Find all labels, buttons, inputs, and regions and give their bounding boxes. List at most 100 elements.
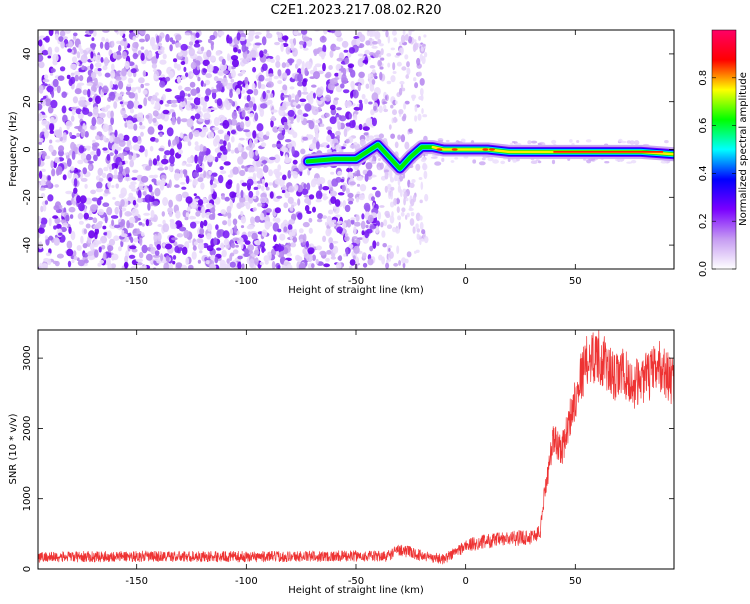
- noise-speckle: [77, 259, 85, 267]
- noise-speckle: [155, 52, 159, 59]
- noise-speckle: [265, 186, 270, 191]
- noise-speckle: [38, 39, 43, 47]
- noise-speckle: [296, 114, 301, 123]
- noise-speckle: [53, 225, 57, 230]
- noise-speckle: [396, 245, 400, 254]
- noise-speckle: [340, 83, 345, 89]
- noise-speckle: [390, 133, 395, 139]
- noise-speckle: [232, 249, 239, 255]
- noise-speckle: [423, 34, 427, 38]
- noise-speckle: [232, 218, 238, 226]
- noise-speckle: [125, 166, 130, 175]
- noise-speckle: [239, 196, 246, 204]
- noise-speckle: [220, 170, 227, 175]
- noise-speckle: [73, 32, 78, 37]
- noise-speckle: [162, 53, 167, 60]
- noise-speckle: [131, 177, 138, 181]
- noise-speckle: [136, 112, 143, 122]
- noise-speckle: [119, 40, 127, 46]
- noise-speckle: [264, 78, 271, 82]
- noise-speckle: [82, 49, 87, 54]
- noise-speckle: [43, 95, 47, 99]
- noise-speckle: [406, 251, 412, 258]
- noise-speckle: [38, 227, 45, 234]
- noise-speckle: [265, 131, 270, 137]
- noise-speckle: [288, 185, 295, 193]
- noise-speckle: [315, 190, 323, 200]
- noise-speckle: [286, 252, 293, 257]
- noise-speckle: [322, 215, 328, 219]
- noise-speckle: [240, 210, 244, 217]
- noise-speckle: [291, 93, 295, 99]
- noise-speckle: [335, 262, 342, 269]
- noise-speckle: [276, 55, 280, 62]
- noise-speckle: [84, 131, 89, 138]
- noise-speckle: [54, 33, 59, 41]
- ridge-hotspot: [451, 148, 458, 151]
- noise-speckle: [337, 255, 343, 261]
- noise-speckle: [104, 72, 111, 78]
- noise-speckle: [97, 72, 102, 77]
- noise-speckle: [92, 139, 96, 144]
- noise-speckle: [389, 201, 395, 208]
- noise-speckle: [390, 104, 394, 109]
- noise-speckle: [329, 242, 334, 250]
- noise-speckle: [220, 153, 228, 162]
- noise-speckle: [384, 169, 389, 173]
- noise-speckle: [110, 215, 119, 219]
- noise-speckle: [58, 145, 65, 152]
- noise-speckle: [76, 51, 81, 59]
- noise-speckle: [478, 161, 486, 166]
- noise-speckle: [308, 194, 315, 200]
- noise-speckle: [232, 58, 239, 68]
- noise-speckle: [187, 97, 194, 101]
- noise-speckle: [384, 210, 390, 217]
- noise-speckle: [299, 44, 303, 49]
- noise-speckle: [216, 229, 222, 239]
- noise-speckle: [109, 152, 114, 157]
- noise-speckle: [254, 35, 260, 39]
- noise-speckle: [184, 56, 189, 65]
- noise-speckle: [138, 77, 145, 84]
- noise-speckle: [118, 80, 124, 90]
- noise-speckle: [64, 30, 71, 34]
- noise-speckle: [341, 184, 346, 192]
- noise-speckle: [261, 63, 268, 71]
- noise-speckle: [280, 147, 289, 153]
- noise-speckle: [202, 242, 209, 249]
- noise-speckle: [223, 238, 230, 246]
- noise-speckle: [132, 199, 137, 206]
- noise-speckle: [137, 104, 143, 109]
- noise-speckle: [254, 257, 259, 266]
- noise-speckle: [131, 188, 138, 192]
- noise-speckle: [294, 94, 300, 103]
- noise-speckle: [215, 224, 219, 230]
- noise-speckle: [188, 264, 194, 269]
- noise-speckle: [227, 174, 233, 178]
- noise-speckle: [378, 61, 382, 66]
- noise-speckle: [359, 184, 367, 192]
- noise-speckle: [343, 253, 347, 257]
- noise-speckle: [188, 131, 193, 140]
- noise-speckle: [206, 202, 213, 209]
- noise-speckle: [162, 219, 166, 225]
- noise-speckle: [56, 85, 61, 94]
- noise-speckle: [158, 147, 165, 152]
- noise-speckle: [319, 250, 327, 256]
- noise-speckle: [630, 160, 637, 164]
- noise-speckle: [132, 135, 139, 143]
- noise-speckle: [312, 206, 316, 213]
- noise-speckle: [175, 194, 182, 202]
- noise-speckle: [199, 228, 205, 235]
- noise-speckle: [90, 189, 96, 195]
- noise-speckle: [272, 217, 277, 222]
- noise-speckle: [300, 148, 306, 155]
- noise-speckle: [268, 182, 273, 186]
- noise-speckle: [386, 53, 392, 57]
- noise-speckle: [153, 73, 158, 81]
- noise-speckle: [240, 216, 247, 224]
- noise-speckle: [220, 209, 227, 215]
- noise-speckle: [297, 212, 303, 220]
- noise-speckle: [204, 79, 211, 86]
- noise-speckle: [254, 239, 261, 246]
